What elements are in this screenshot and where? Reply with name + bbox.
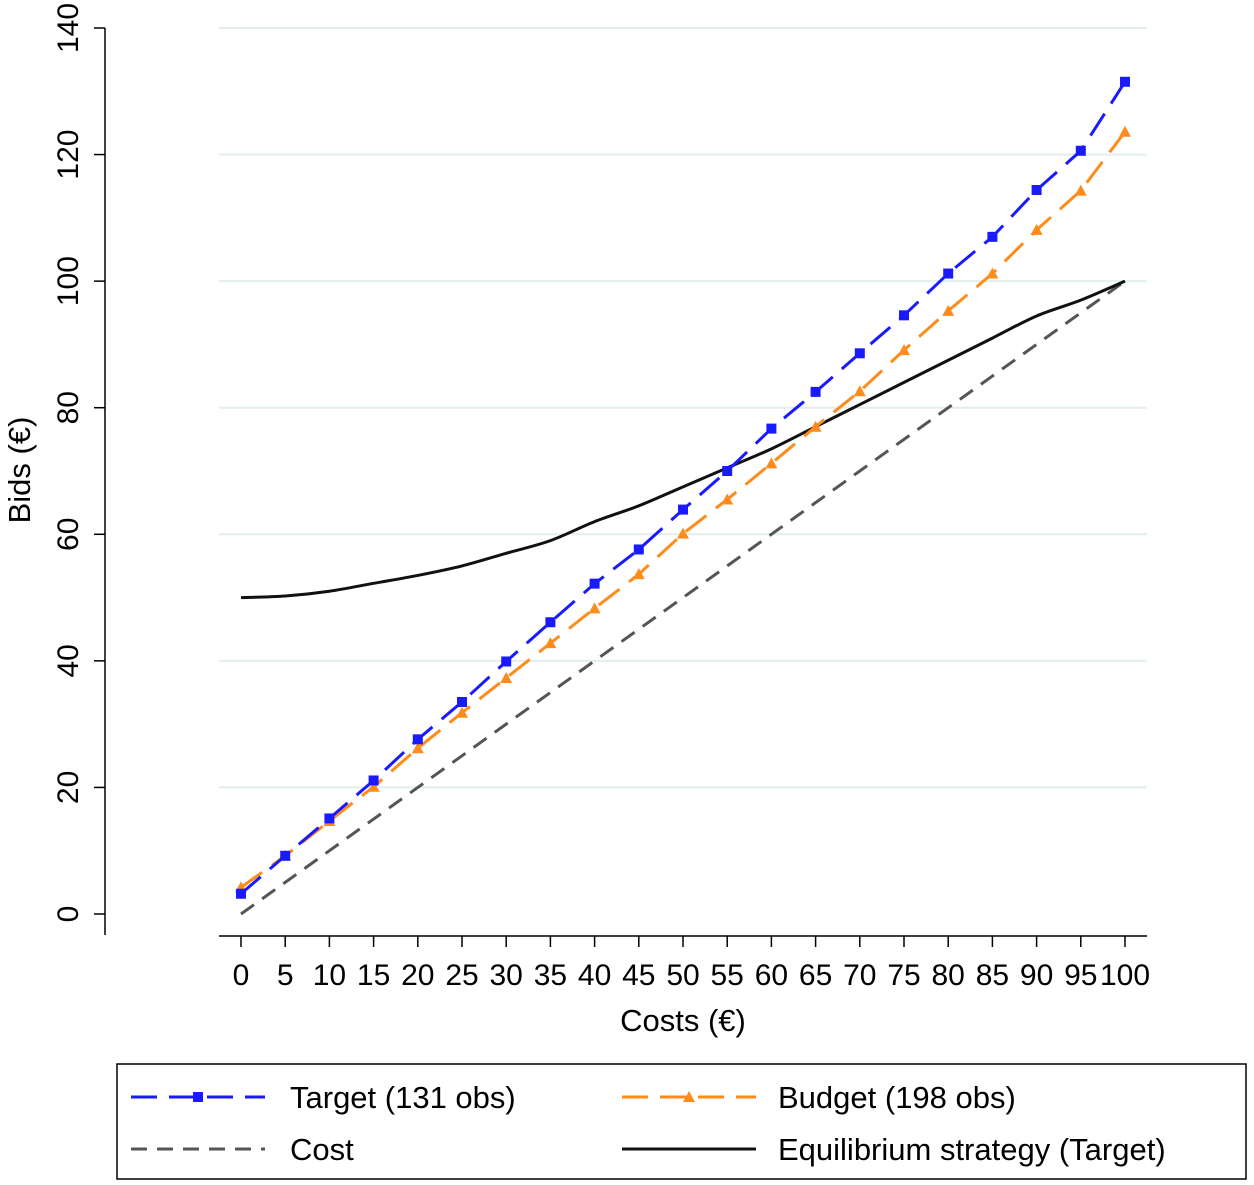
y-axis-title: Bids (€) xyxy=(2,417,37,524)
legend-item: Cost xyxy=(131,1132,354,1167)
x-axis-title: Costs (€) xyxy=(620,1003,746,1038)
y-tick-label: 80 xyxy=(52,391,85,424)
y-tick-label: 20 xyxy=(52,771,85,804)
series-line xyxy=(240,279,1126,916)
y-tick-label: 100 xyxy=(52,256,85,306)
data-point-square xyxy=(1120,76,1130,87)
data-point-triangle xyxy=(456,706,468,718)
legend-box xyxy=(116,1063,1247,1180)
legend: Target (131 obs) Budget (198 obs) Cost Equi… xyxy=(116,1063,1247,1180)
x-tick-label: 90 xyxy=(1020,959,1053,992)
data-point-triangle xyxy=(721,493,734,505)
legend-label: Budget (198 obs) xyxy=(778,1080,1016,1115)
data-point-triangle xyxy=(367,780,380,792)
data-point-triangle xyxy=(588,602,601,614)
data-point-square xyxy=(943,268,954,279)
data-point-square xyxy=(280,850,291,861)
data-point-triangle xyxy=(411,742,424,754)
data-point-square xyxy=(412,734,423,745)
x-tick-label: 85 xyxy=(976,959,1009,992)
series-0 xyxy=(236,76,1130,899)
x-axis-ticks: 0 5 10 15 20 25 30 35 40 45 50 55 60 65 70 75 80 85 90 95 10… xyxy=(233,936,1150,992)
legend-item: Equilibrium strategy (Target) xyxy=(622,1132,1166,1167)
data-point-triangle xyxy=(765,457,778,469)
data-point-triangle xyxy=(544,637,557,649)
x-tick-label: 100 xyxy=(1100,959,1150,992)
data-point-triangle xyxy=(809,420,822,432)
data-point-triangle xyxy=(677,527,689,539)
data-point-square xyxy=(236,888,246,899)
data-point-triangle xyxy=(1119,125,1131,137)
data-point-triangle xyxy=(898,344,910,356)
data-point-square xyxy=(1075,145,1086,156)
legend-label: Target (131 obs) xyxy=(290,1080,516,1115)
x-tick-label: 80 xyxy=(932,959,965,992)
data-point-square xyxy=(324,813,335,824)
data-point-triangle xyxy=(942,304,955,316)
series-group xyxy=(235,76,1131,916)
x-tick-label: 95 xyxy=(1064,959,1097,992)
y-tick-label: 0 xyxy=(52,906,85,923)
x-tick-label: 30 xyxy=(490,959,523,992)
x-tick-label: 60 xyxy=(755,959,788,992)
data-point-square xyxy=(1031,185,1042,196)
data-point-triangle xyxy=(500,671,513,683)
series-line xyxy=(240,130,1127,889)
x-tick-label: 10 xyxy=(313,959,346,992)
x-tick-label: 75 xyxy=(887,959,920,992)
legend-label: Cost xyxy=(290,1132,354,1167)
x-tick-label: 15 xyxy=(357,959,390,992)
x-tick-label: 50 xyxy=(666,959,699,992)
data-point-square xyxy=(987,231,998,242)
legend-label: Equilibrium strategy (Target) xyxy=(778,1132,1166,1167)
data-point-square xyxy=(810,386,821,397)
data-point-square xyxy=(633,544,644,555)
series-line xyxy=(240,279,1126,600)
x-tick-label: 45 xyxy=(622,959,655,992)
data-point-square xyxy=(457,696,467,707)
data-point-triangle xyxy=(986,267,999,279)
data-point-square xyxy=(722,466,733,476)
x-tick-label: 70 xyxy=(843,959,876,992)
y-tick-label: 120 xyxy=(52,130,85,180)
data-point-square xyxy=(899,310,909,321)
series-3 xyxy=(240,279,1126,600)
x-tick-label: 5 xyxy=(277,959,294,992)
data-point-square xyxy=(193,1092,203,1102)
y-tick-label: 140 xyxy=(52,3,85,53)
series-2 xyxy=(240,279,1126,916)
grid-lines xyxy=(219,27,1147,789)
data-point-square xyxy=(501,656,512,667)
data-point-triangle xyxy=(1030,223,1043,235)
data-point-square xyxy=(678,504,688,515)
legend-item: Target (131 obs) xyxy=(131,1080,516,1115)
x-tick-label: 25 xyxy=(445,959,478,992)
data-point-square xyxy=(854,348,865,359)
data-point-square xyxy=(368,775,379,786)
legend-item: Budget (198 obs) xyxy=(622,1080,1016,1115)
data-point-square xyxy=(545,617,556,628)
data-point-triangle xyxy=(1074,184,1087,196)
data-point-triangle xyxy=(683,1091,695,1102)
y-tick-label: 60 xyxy=(52,518,85,551)
data-point-square xyxy=(589,578,600,589)
data-point-triangle xyxy=(632,568,645,580)
x-tick-label: 0 xyxy=(233,959,250,992)
data-point-square xyxy=(766,423,777,434)
y-axis-ticks: 0 20 40 60 80 100 120 140 xyxy=(52,3,105,922)
x-tick-label: 55 xyxy=(711,959,744,992)
data-point-triangle xyxy=(853,385,866,397)
y-tick-label: 40 xyxy=(52,644,85,677)
x-tick-label: 40 xyxy=(578,959,611,992)
x-tick-label: 20 xyxy=(401,959,434,992)
x-tick-label: 65 xyxy=(799,959,832,992)
x-tick-label: 35 xyxy=(534,959,567,992)
